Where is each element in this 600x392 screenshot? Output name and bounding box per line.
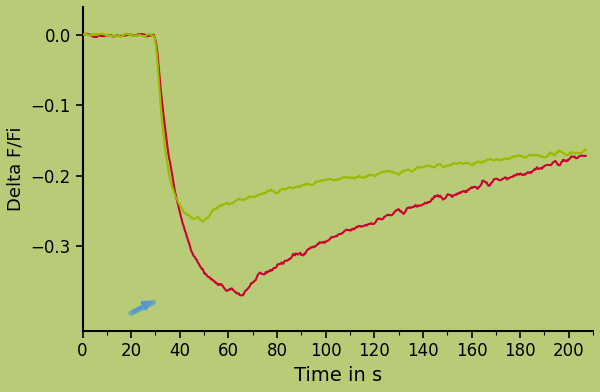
X-axis label: Time in s: Time in s bbox=[294, 366, 382, 385]
Y-axis label: Delta F/Fi: Delta F/Fi bbox=[7, 127, 25, 211]
